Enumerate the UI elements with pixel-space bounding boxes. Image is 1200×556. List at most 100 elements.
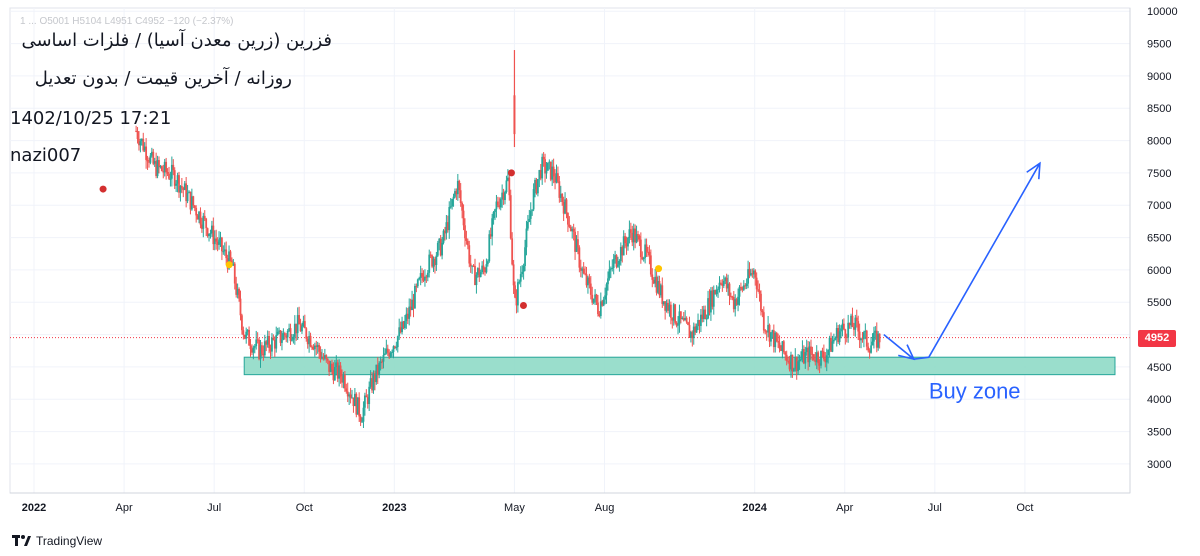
candle-body — [820, 350, 822, 366]
candle-body — [396, 336, 399, 348]
candle-body — [720, 282, 722, 284]
candle-body — [299, 324, 302, 332]
candle-body — [711, 290, 714, 307]
candle-body — [631, 232, 634, 243]
candle-body — [554, 176, 556, 183]
candle-body — [529, 210, 532, 219]
candle-body — [361, 421, 363, 423]
candle-body — [635, 233, 638, 243]
candle-body — [213, 238, 216, 245]
candle-body — [811, 353, 814, 355]
candle-body — [731, 296, 734, 298]
candle-body — [305, 328, 308, 339]
candle-body — [406, 313, 409, 319]
x-tick-label: Jul — [207, 502, 221, 514]
candle-body — [775, 332, 778, 342]
candle-body — [741, 287, 744, 290]
candle-body — [647, 251, 649, 253]
candle-body — [263, 341, 266, 356]
projection-arrow[interactable] — [883, 161, 1041, 361]
candle-body — [549, 161, 552, 180]
candle-body — [605, 284, 608, 296]
tradingview-watermark[interactable]: TradingView — [12, 534, 102, 548]
candle-body — [698, 320, 701, 326]
candle-body — [665, 302, 668, 311]
candle-body — [341, 376, 343, 383]
buy-zone-rectangle[interactable]: Buy zone — [243, 356, 1116, 404]
candle-body — [180, 185, 183, 188]
candle-body — [501, 192, 504, 200]
candle-body — [514, 285, 516, 298]
tradingview-logo-icon — [12, 535, 32, 547]
candle-body — [677, 324, 679, 326]
candle-body — [577, 239, 579, 248]
candle-body — [456, 180, 459, 195]
candle-body — [276, 331, 279, 336]
candle-body — [316, 345, 319, 348]
candle-body — [687, 322, 689, 325]
candle-body — [679, 311, 682, 319]
candle-body — [599, 301, 602, 317]
candle-body — [714, 290, 717, 295]
candle-body — [745, 283, 748, 287]
candle-body — [159, 166, 162, 168]
candle-body — [760, 293, 762, 311]
candle-body — [651, 274, 654, 280]
candle-body — [874, 330, 877, 333]
candle-body — [622, 236, 625, 256]
candle-body — [721, 283, 724, 286]
candle-body — [827, 350, 830, 356]
candle-body — [761, 310, 764, 313]
candle-body — [424, 276, 426, 281]
candle-body — [795, 356, 798, 372]
candle-body — [737, 296, 739, 305]
candle-body — [625, 243, 628, 247]
chart-axes: 3000350040004500500055006000650070007500… — [10, 6, 1178, 514]
candle-body — [482, 265, 485, 270]
candle-body — [857, 321, 860, 332]
candle-body — [461, 203, 464, 211]
candle-body — [255, 339, 258, 347]
candle-body — [725, 277, 728, 289]
candle-body — [302, 321, 305, 327]
candle-body — [805, 347, 808, 353]
candle-body — [604, 295, 607, 300]
candle-body — [802, 349, 805, 364]
candle-body — [536, 179, 539, 194]
candle-body — [273, 339, 276, 349]
candle-body — [662, 301, 665, 305]
candle-body — [877, 333, 880, 348]
candle-body — [363, 395, 366, 408]
candle-body — [292, 336, 295, 340]
candle-body — [148, 161, 150, 163]
candle-body — [335, 362, 338, 367]
candle-body — [408, 306, 411, 319]
candle-body — [265, 341, 268, 345]
y-tick-label: 9500 — [1147, 39, 1171, 51]
candle-body — [293, 323, 296, 337]
candle-body — [800, 358, 802, 360]
candle-body — [708, 298, 711, 313]
y-tick-label: 6000 — [1147, 265, 1171, 277]
candle-body — [179, 185, 182, 193]
candle-body — [208, 233, 210, 237]
candle-body — [326, 358, 329, 361]
candle-body — [243, 334, 246, 339]
candle-body — [744, 285, 747, 287]
candle-body — [155, 161, 158, 177]
candle-body — [136, 131, 139, 139]
candle-body — [505, 180, 508, 192]
candle-body — [311, 346, 313, 348]
candle-body — [700, 314, 702, 326]
candlestick-series — [135, 50, 881, 428]
candle-body — [158, 160, 160, 167]
candle-body — [518, 281, 521, 283]
candle-body — [547, 162, 549, 171]
candle-body — [261, 345, 263, 354]
candle-body — [459, 190, 462, 204]
candle-body — [382, 354, 385, 362]
candle-body — [441, 242, 444, 256]
candle-body — [704, 309, 707, 320]
candle-body — [661, 285, 664, 305]
